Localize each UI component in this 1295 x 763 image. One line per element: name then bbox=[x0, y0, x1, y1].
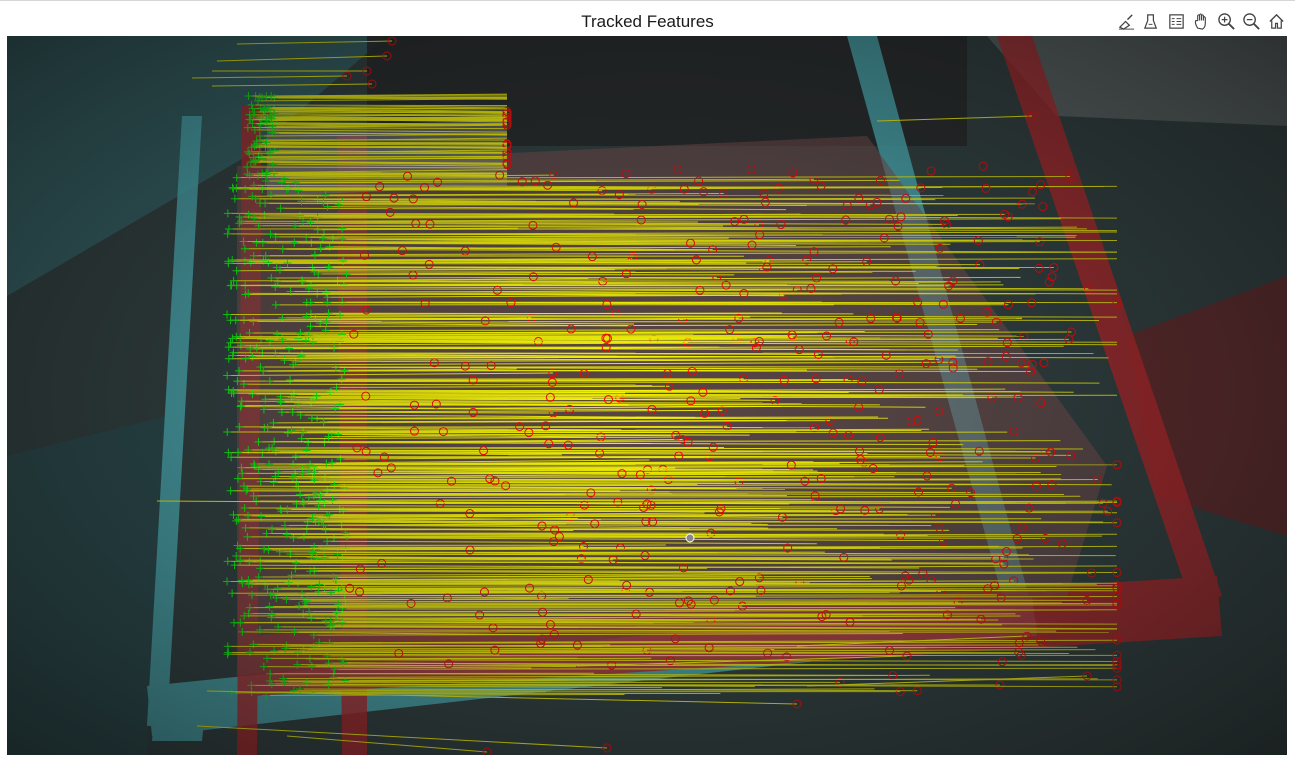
pan-icon[interactable] bbox=[1190, 10, 1212, 32]
image-axes[interactable] bbox=[7, 36, 1287, 755]
center-marker bbox=[685, 533, 695, 543]
axes-toolbar bbox=[1115, 10, 1287, 32]
brush-icon[interactable] bbox=[1115, 10, 1137, 32]
tracked-features-image bbox=[7, 36, 1287, 755]
zoom-out-icon[interactable] bbox=[1240, 10, 1262, 32]
figure-title: Tracked Features bbox=[581, 12, 714, 31]
home-icon[interactable] bbox=[1265, 10, 1287, 32]
bottom-margin bbox=[0, 755, 1295, 763]
zoom-in-icon[interactable] bbox=[1215, 10, 1237, 32]
legend-icon[interactable] bbox=[1165, 10, 1187, 32]
data-tips-icon[interactable] bbox=[1140, 10, 1162, 32]
figure-title-bar: Tracked Features bbox=[0, 0, 1295, 36]
